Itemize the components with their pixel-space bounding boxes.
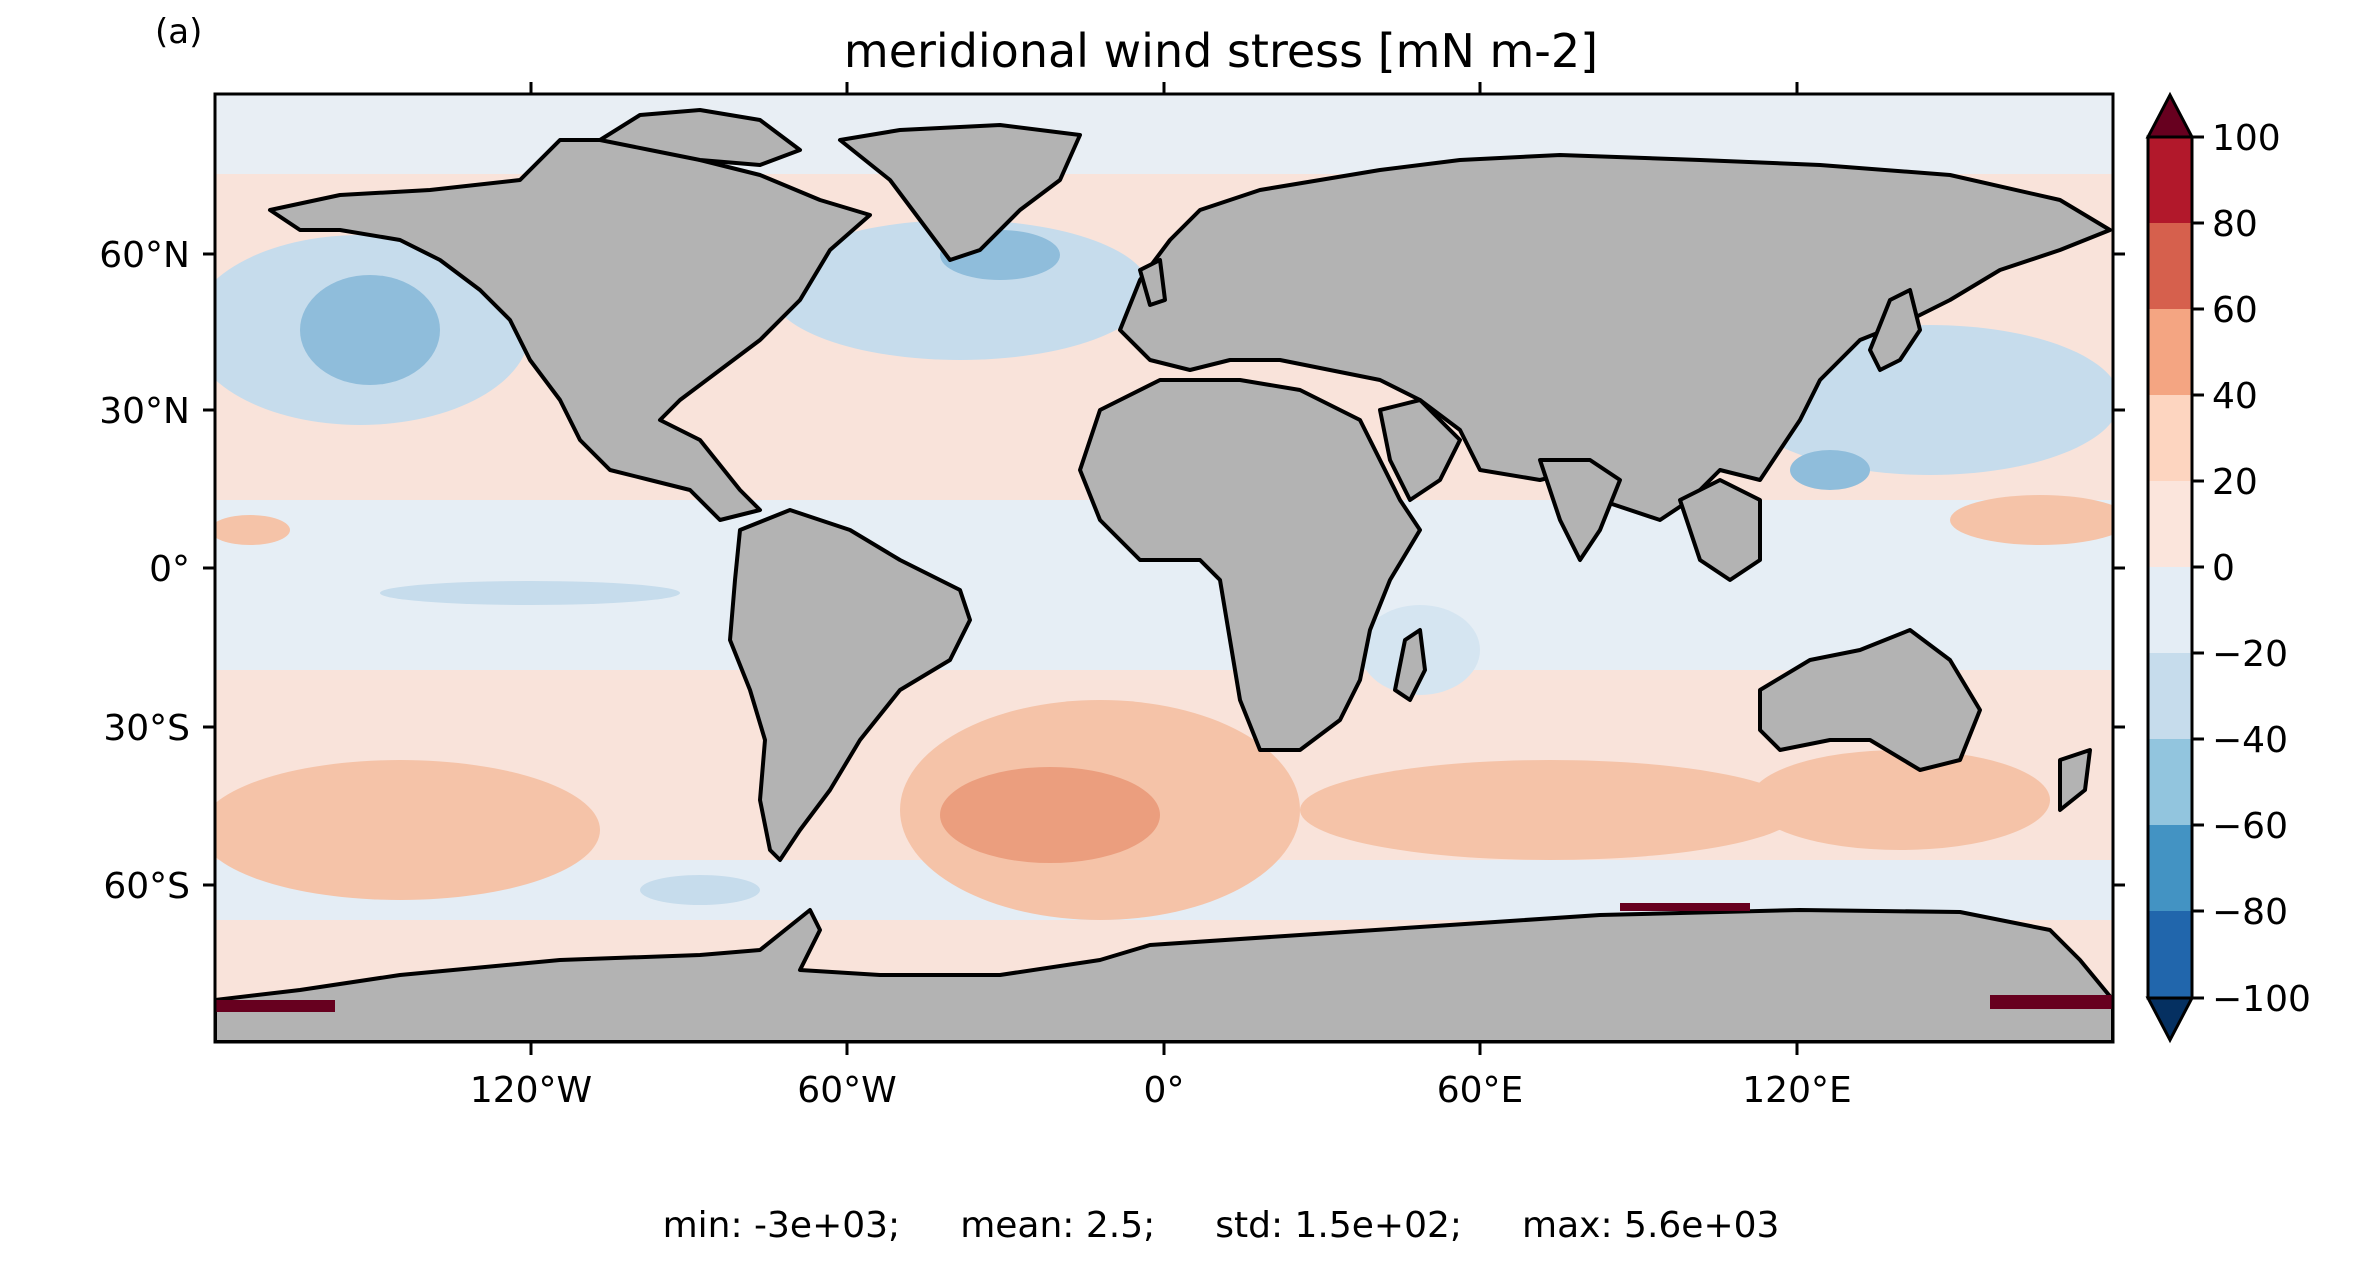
spac-positive-region: [215, 760, 600, 900]
arctic-islands: [598, 108, 802, 167]
npac-core: [300, 275, 440, 385]
stat-mean: mean: 2.5;: [960, 1205, 1156, 1246]
lat-tick-label: 60°N: [99, 235, 190, 276]
equatorial-negative-strip: [380, 581, 680, 605]
colorbar-segment: [2148, 481, 2192, 567]
antarctic-coastal-max-west: [215, 1000, 335, 1012]
colorbar-tick-label: 20: [2212, 462, 2258, 503]
lat-tick-label: 60°S: [103, 866, 190, 907]
britain: [1138, 258, 1167, 307]
panel-label: (a): [155, 12, 203, 52]
antarctica: [215, 908, 2113, 1042]
colorbar-tick-label: −20: [2212, 634, 2288, 675]
colorbar-segment: [2148, 567, 2192, 653]
africa: [1078, 378, 1422, 752]
satl-core: [940, 767, 1160, 863]
colorbar-tick-label: 60: [2212, 290, 2258, 331]
colorbar-segment: [2148, 395, 2192, 481]
colorbar-tick-label: −80: [2212, 892, 2288, 933]
lon-tick-label: 60°W: [797, 1070, 896, 1111]
stat-std: std: 1.5e+02;: [1215, 1205, 1463, 1246]
indochina: [1678, 478, 1762, 582]
southern-negative-patch: [640, 875, 760, 905]
colorbar: 100 80 60 40 20 0 −20 −40 −60 −80 −100: [2145, 91, 2311, 1044]
colorbar-segment: [2148, 825, 2192, 911]
lon-tick-label: 120°E: [1742, 1070, 1851, 1111]
colorbar-segment: [2148, 309, 2192, 395]
map-area: [215, 94, 2113, 1042]
antarctic-coastal-max-east: [1990, 995, 2113, 1009]
lat-tick-labels: 60°N 30°N 0° 30°S 60°S: [99, 235, 190, 907]
south-america: [728, 508, 972, 862]
colorbar-top-extend: [2145, 91, 2195, 139]
arctic-band: [215, 94, 2113, 174]
wpac-core: [1790, 450, 1870, 490]
india: [1538, 458, 1622, 562]
antarctic-coastal-max-mid: [1620, 903, 1750, 911]
eurasia: [1118, 153, 2112, 522]
colorbar-tick-label: −100: [2212, 979, 2311, 1020]
lat-tick-label: 30°N: [99, 391, 190, 432]
greenland: [838, 123, 1082, 262]
colorbar-tick-label: 0: [2212, 548, 2235, 589]
lat-ticks: [203, 252, 2125, 887]
lat-tick-label: 0°: [149, 549, 190, 590]
colorbar-tick-label: −60: [2212, 806, 2288, 847]
stat-max: max: 5.6e+03: [1522, 1205, 1780, 1246]
colorbar-segment: [2148, 223, 2192, 309]
colorbar-bottom-extend: [2145, 996, 2195, 1044]
arabia: [1378, 398, 1462, 502]
lon-tick-labels: 120°W 60°W 0° 60°E 120°E: [470, 1070, 1852, 1111]
australia: [1758, 628, 1982, 772]
land: [215, 108, 2113, 1042]
lon-ticks: [529, 82, 1799, 1055]
sind-positive-region: [1300, 760, 1800, 860]
lon-tick-label: 0°: [1144, 1070, 1185, 1111]
lon-tick-label: 120°W: [470, 1070, 592, 1111]
colorbar-tick-label: 80: [2212, 204, 2258, 245]
stat-min: min: -3e+03;: [662, 1205, 901, 1246]
colorbar-segment: [2148, 911, 2192, 998]
aus-positive-region: [1750, 750, 2050, 850]
epac-positive-patch: [215, 515, 290, 545]
madagascar: [1393, 628, 1427, 702]
japan: [1868, 288, 1922, 372]
wpac-positive-patch: [1950, 495, 2113, 545]
lon-tick-label: 60°E: [1437, 1070, 1524, 1111]
colorbar-segment: [2148, 653, 2192, 739]
colorbar-tick-label: −40: [2212, 720, 2288, 761]
map-title: meridional wind stress [mN m-2]: [843, 24, 1599, 78]
colorbar-segment: [2148, 137, 2192, 223]
new-zealand: [2058, 748, 2092, 812]
colorbar-segment: [2148, 739, 2192, 825]
statistics-line: min: -3e+03; mean: 2.5; std: 1.5e+02; ma…: [0, 1205, 2362, 1246]
lat-tick-label: 30°S: [103, 708, 190, 749]
colorbar-tick-label: 100: [2212, 118, 2281, 159]
colorbar-tick-label: 40: [2212, 376, 2258, 417]
